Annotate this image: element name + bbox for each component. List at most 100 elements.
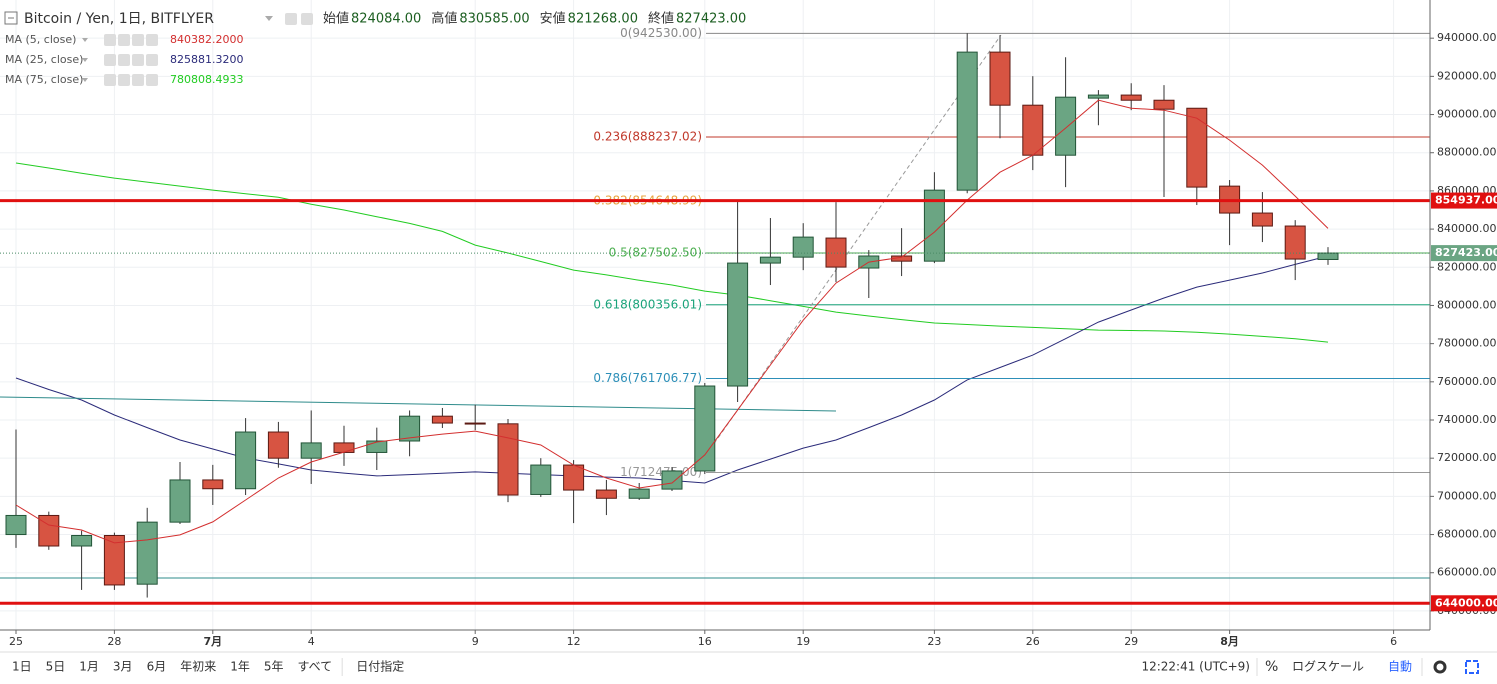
candle-body — [235, 431, 257, 490]
y-tick-label: 800000.00 — [1437, 298, 1497, 311]
candle-body — [1055, 96, 1077, 156]
range-button[interactable]: 1月 — [79, 660, 99, 674]
candle-body — [5, 514, 27, 536]
candle-body — [661, 470, 683, 490]
candle-body — [267, 431, 289, 459]
y-tick-label: 760000.00 — [1437, 375, 1497, 388]
ma-legend-icon[interactable] — [132, 74, 144, 86]
fib-level-label: 1(712475.00) — [620, 465, 702, 479]
ma-legend-icon[interactable] — [104, 54, 116, 66]
candle-body — [1284, 225, 1306, 260]
y-tick-label: 900000.00 — [1437, 108, 1497, 121]
price-label-box — [1431, 245, 1497, 262]
y-tick-label: 700000.00 — [1437, 489, 1497, 502]
ohlc-name: 始値 — [323, 11, 349, 27]
ma-legend-icon[interactable] — [104, 74, 116, 86]
title-menu[interactable] — [265, 16, 273, 21]
candle-body — [792, 236, 814, 258]
price-label-box — [1431, 595, 1497, 612]
candle-body — [923, 189, 945, 262]
range-button[interactable]: 6月 — [147, 660, 167, 674]
ma-line — [15, 162, 1329, 343]
range-button[interactable]: すべて — [298, 660, 333, 674]
candle-body — [38, 514, 60, 547]
ohlc-value: 830585.00 — [459, 12, 529, 27]
y-tick-label: 880000.00 — [1437, 146, 1497, 159]
price-label: 827423.00 — [1435, 246, 1497, 259]
settings-button[interactable] — [1433, 660, 1447, 674]
candle-body — [399, 415, 421, 442]
ma-legend-icon[interactable] — [132, 54, 144, 66]
x-tick-label: 26 — [1026, 635, 1040, 648]
y-tick-label: 940000.00 — [1437, 31, 1497, 44]
candle-body — [1317, 252, 1339, 260]
y-tick-label: 720000.00 — [1437, 451, 1497, 464]
ma-legend-name: MA (25, close) — [5, 53, 83, 66]
candle-body — [136, 521, 158, 585]
candle-body — [1153, 99, 1175, 110]
legend-icon[interactable] — [285, 13, 297, 25]
ma-legend-icon[interactable] — [146, 34, 158, 46]
candle-body — [366, 440, 388, 453]
price-label: 644000.00 — [1435, 596, 1497, 609]
ma-legend-icon[interactable] — [132, 34, 144, 46]
chart-title: Bitcoin / Yen, 1日, BITFLYER — [24, 11, 214, 27]
candle-body — [169, 479, 191, 523]
ma-legend-icon[interactable] — [146, 54, 158, 66]
candle-body — [563, 464, 585, 491]
ma-legend-value: 825881.3200 — [170, 53, 243, 66]
fib-level-label: 0.236(888237.02) — [593, 130, 702, 144]
candle-body — [464, 422, 486, 425]
range-button[interactable]: 年初来 — [180, 660, 216, 674]
legend-icon[interactable] — [301, 13, 313, 25]
candle-body — [694, 385, 716, 472]
candle-body — [759, 256, 781, 264]
candle-body — [103, 535, 125, 586]
y-tick-label: 920000.00 — [1437, 69, 1497, 82]
fullscreen-button[interactable] — [1465, 660, 1479, 674]
x-tick-label: 6 — [1390, 635, 1397, 648]
ma-legend-menu[interactable] — [82, 38, 88, 42]
ma-legend-icon[interactable] — [118, 54, 130, 66]
fib-trend-line — [705, 34, 1002, 456]
y-tick-label: 780000.00 — [1437, 337, 1497, 350]
y-tick-label: 740000.00 — [1437, 413, 1497, 426]
ma-legend-icon[interactable] — [146, 74, 158, 86]
auto-button[interactable]: 自動 — [1388, 660, 1412, 674]
range-button[interactable]: 5日 — [46, 660, 66, 674]
range-button[interactable]: 1日 — [12, 660, 32, 674]
fib-level-label: 0(942530.00) — [620, 26, 702, 40]
goto-date[interactable]: 日付指定 — [356, 659, 404, 674]
range-button[interactable]: 5年 — [264, 660, 284, 674]
x-tick-label: 25 — [9, 635, 23, 648]
percent-button[interactable]: % — [1265, 659, 1278, 675]
log-button[interactable]: ログスケール — [1292, 660, 1364, 674]
y-tick-label: 840000.00 — [1437, 222, 1497, 235]
ma-legend-name: MA (75, close) — [5, 73, 83, 86]
ma-legend-menu[interactable] — [82, 58, 88, 62]
candle-body — [497, 423, 519, 496]
candle-body — [300, 442, 322, 459]
fib-level-label: 0.618(800356.01) — [593, 297, 702, 311]
candle-body — [825, 237, 847, 268]
price-label-box — [1431, 192, 1497, 209]
x-tick-label: 16 — [698, 635, 712, 648]
candle-body — [530, 464, 552, 495]
ma-legend-menu[interactable] — [82, 78, 88, 82]
ma-legend-icon[interactable] — [118, 34, 130, 46]
price-label: 854937.00 — [1435, 194, 1497, 207]
fib-level-label: 0.786(761706.77) — [593, 371, 702, 385]
ohlc-name: 高値 — [431, 11, 457, 27]
x-tick-label: 29 — [1124, 635, 1138, 648]
ma-line — [15, 99, 1329, 544]
candle-body — [431, 415, 453, 424]
ma-legend-value: 840382.2000 — [170, 33, 243, 46]
range-button[interactable]: 3月 — [113, 660, 133, 674]
candle-body — [71, 535, 93, 547]
ma-legend-icon[interactable] — [118, 74, 130, 86]
x-tick-label: 7月 — [203, 635, 222, 648]
range-button[interactable]: 1年 — [230, 660, 250, 674]
collapse-icon[interactable] — [4, 11, 18, 25]
ma-legend-icon[interactable] — [104, 34, 116, 46]
